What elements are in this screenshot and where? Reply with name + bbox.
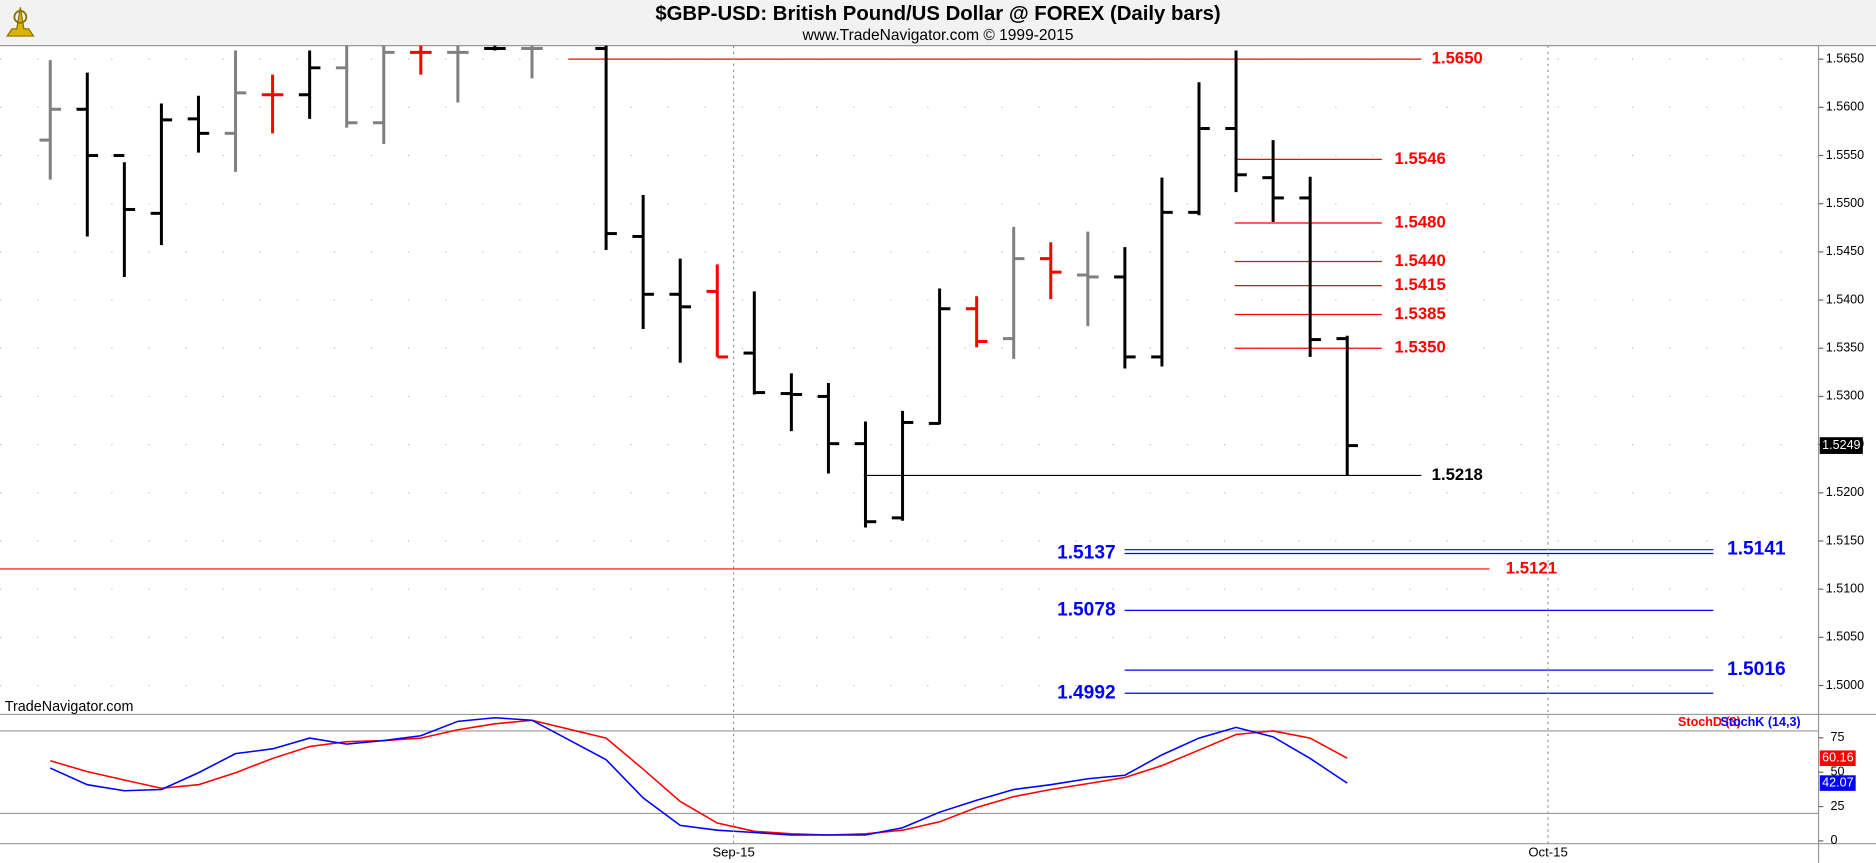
level-label: 1.5137 — [1057, 543, 1116, 564]
y-tick-label: 1.5300 — [1826, 389, 1864, 403]
level-label: 1.5350 — [1395, 338, 1446, 357]
level-label: 1.5121 — [1506, 558, 1557, 577]
level-label: 1.4992 — [1057, 682, 1116, 703]
level-label: 1.5016 — [1727, 659, 1786, 680]
y-tick-label: 1.5600 — [1826, 100, 1864, 114]
level-label: 1.5650 — [1432, 49, 1483, 68]
level-label: 1.5385 — [1395, 304, 1446, 323]
stoch-line — [50, 719, 1348, 836]
y-tick-label: 1.5450 — [1826, 244, 1864, 258]
price-panel — [0, 45, 1819, 694]
level-label: 1.5546 — [1395, 149, 1446, 168]
y-tick-label: 1.5400 — [1826, 292, 1864, 306]
chart-subtitle: www.TradeNavigator.com © 1999-2015 — [802, 27, 1074, 44]
header-band — [0, 0, 1876, 46]
y-tick-label: 75 — [1831, 730, 1845, 744]
y-tick-label: 1.5550 — [1826, 148, 1864, 162]
last-value-box — [1819, 775, 1856, 791]
y-tick-label: 1.5100 — [1826, 581, 1864, 595]
level-label: 1.5440 — [1395, 251, 1446, 270]
axes: 1.50001.50501.51001.51501.52001.52501.53… — [712, 51, 1864, 859]
x-tick-label: Sep-15 — [712, 845, 754, 860]
last-price-box — [1819, 437, 1863, 454]
level-label: 1.5415 — [1395, 275, 1446, 294]
y-tick-label: 1.5150 — [1826, 533, 1864, 547]
y-tick-label: 1.5650 — [1826, 51, 1864, 65]
last-value-label: 42.07 — [1822, 775, 1853, 789]
watermark: TradeNavigator.com — [5, 699, 134, 715]
y-tick-label: 1.5200 — [1826, 485, 1864, 499]
stoch-line — [49, 716, 1348, 836]
y-tick-label: 1.5500 — [1826, 196, 1864, 210]
level-label: 1.5480 — [1395, 212, 1446, 231]
logo — [6, 7, 35, 37]
y-tick-label: 0 — [1831, 833, 1838, 847]
legend-entry: StochK (14,3) — [1720, 715, 1800, 729]
last-price-label: 1.5249 — [1822, 438, 1860, 452]
level-label: 1.5078 — [1057, 599, 1116, 620]
y-tick-label: 25 — [1831, 799, 1845, 813]
level-label: 1.5218 — [1432, 465, 1483, 484]
level-label: 1.5141 — [1727, 539, 1786, 560]
y-tick-label: 1.5050 — [1826, 630, 1864, 644]
y-tick-label: 1.5350 — [1826, 341, 1864, 355]
last-value-label: 60.16 — [1822, 751, 1853, 765]
y-tick-label: 1.5000 — [1826, 678, 1864, 692]
chart-title: $GBP-USD: British Pound/US Dollar @ FORE… — [655, 3, 1220, 25]
stoch-panel — [0, 716, 1819, 836]
y-tick-label: 50 — [1831, 765, 1845, 779]
last-value-box — [1819, 750, 1856, 767]
legend-entry: StochD (3) — [1678, 715, 1741, 729]
x-tick-label: Oct-15 — [1528, 845, 1567, 860]
